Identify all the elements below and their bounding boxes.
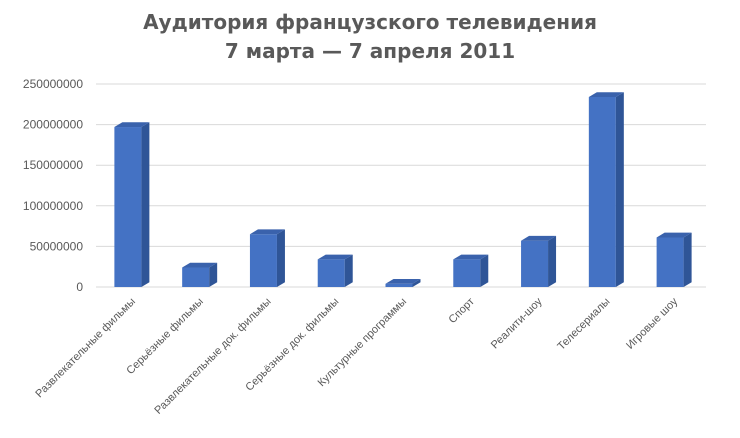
bar-top — [249, 229, 285, 235]
bar — [453, 254, 489, 287]
bar-front — [385, 283, 413, 287]
y-tick-label: 150000000 — [23, 158, 83, 172]
y-tick-label: 50000000 — [30, 239, 84, 253]
y-axis-tick-labels: 0 50000000 100000000 150000000 200000000 2500… — [23, 77, 83, 294]
bar-front — [317, 259, 345, 287]
bar-side — [141, 122, 150, 288]
bar-top — [656, 232, 692, 238]
bar — [656, 232, 692, 287]
chart-title: Аудитория французского телевидения 7 мар… — [0, 8, 740, 66]
bar — [114, 122, 150, 288]
bars — [114, 92, 692, 288]
bar-side — [209, 262, 218, 287]
chart-title-line-2: 7 марта — 7 апреля 2011 — [224, 39, 516, 63]
bar-side — [276, 229, 285, 287]
bar-side — [412, 278, 421, 287]
bar — [521, 235, 557, 287]
bar-front — [588, 96, 616, 287]
bar-top — [385, 278, 421, 284]
bar-side — [615, 92, 624, 287]
bar-top — [114, 122, 150, 128]
x-tick-label: Серьёзные фильмы — [124, 296, 205, 377]
bar-front — [182, 267, 210, 287]
bar-front — [521, 240, 549, 287]
chart-title-line-1: Аудитория французского телевидения — [143, 10, 597, 34]
x-tick-label: Игровые шоу — [624, 295, 680, 351]
x-tick-label: Развлекательные фильмы — [33, 296, 138, 401]
bar — [317, 254, 353, 287]
bar — [385, 278, 421, 287]
bar-front — [249, 234, 277, 287]
bar — [249, 229, 285, 287]
x-tick-label: Реалити-шоу — [489, 295, 545, 351]
bar-front — [656, 237, 684, 287]
bar-front — [453, 259, 481, 287]
bar-side — [683, 232, 692, 287]
y-tick-label: 200000000 — [23, 118, 83, 132]
bar-top — [588, 92, 624, 97]
x-tick-label: Спорт — [447, 296, 477, 326]
y-tick-label: 0 — [76, 280, 83, 294]
bar — [182, 262, 218, 287]
bar-top — [453, 254, 489, 260]
bar-side — [480, 254, 489, 287]
bar-side — [548, 235, 557, 287]
bar-top — [317, 254, 353, 260]
bar-front — [114, 127, 142, 287]
x-tick-label: Развлекательные док. фильмы — [152, 296, 273, 417]
bar-top — [521, 235, 557, 241]
bar — [588, 92, 624, 287]
x-tick-label: Телесериалы — [555, 296, 612, 353]
y-tick-label: 250000000 — [23, 77, 83, 91]
bar-side — [344, 254, 353, 287]
y-tick-label: 100000000 — [23, 199, 83, 213]
bar-top — [182, 262, 218, 268]
